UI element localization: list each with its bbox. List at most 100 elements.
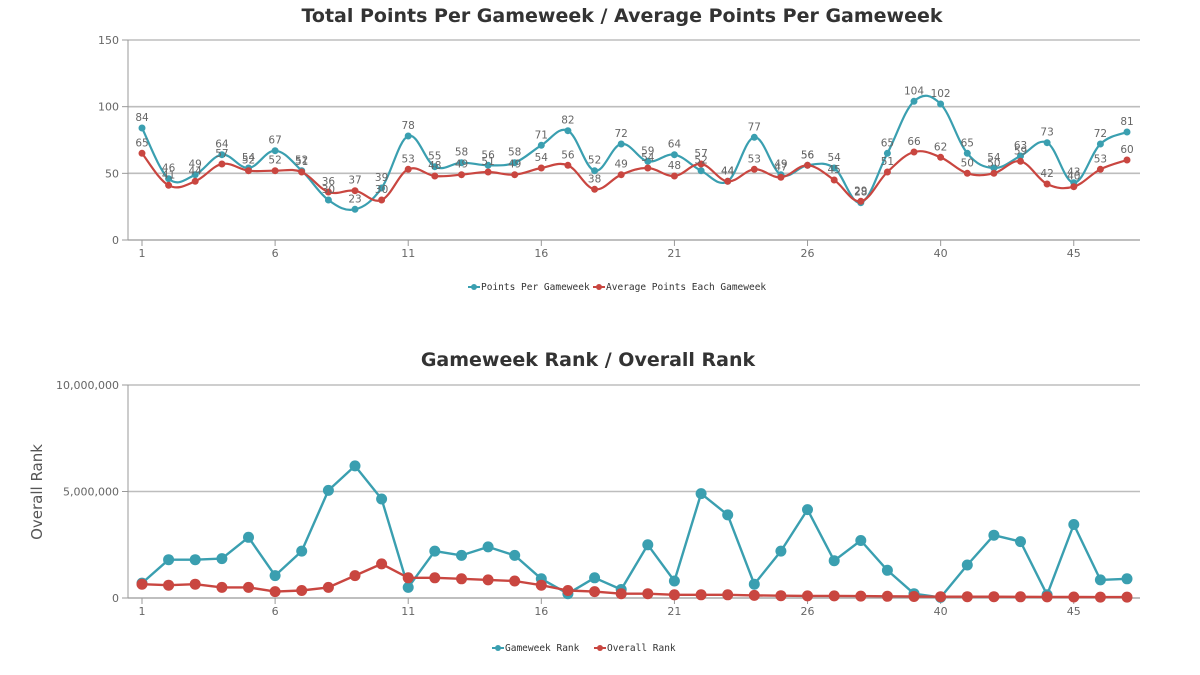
data-point[interactable] [857, 197, 865, 205]
legend-item-gameweek-rank[interactable]: Gameweek Rank [492, 643, 580, 654]
data-point[interactable] [642, 539, 654, 551]
data-point[interactable] [376, 558, 388, 570]
data-point[interactable] [961, 559, 973, 571]
data-point[interactable] [589, 572, 601, 584]
data-point[interactable] [404, 132, 412, 140]
data-point[interactable] [1068, 591, 1080, 603]
data-point[interactable] [883, 168, 891, 176]
data-point[interactable] [591, 185, 599, 193]
data-point[interactable] [589, 586, 601, 598]
data-point[interactable] [1017, 157, 1024, 165]
data-point[interactable] [537, 164, 545, 172]
data-point[interactable] [163, 554, 175, 566]
data-point[interactable] [961, 591, 973, 603]
data-point[interactable] [695, 488, 707, 500]
data-point[interactable] [191, 177, 199, 185]
data-point[interactable] [881, 564, 893, 576]
data-point[interactable] [855, 590, 867, 602]
data-point[interactable] [644, 164, 652, 172]
data-point[interactable] [191, 171, 199, 179]
data-point[interactable] [351, 187, 359, 195]
data-point[interactable] [349, 460, 361, 472]
data-point[interactable] [404, 165, 412, 173]
data-point[interactable] [138, 149, 146, 157]
data-point[interactable] [988, 529, 1000, 541]
data-point[interactable] [245, 167, 252, 175]
data-point[interactable] [456, 573, 467, 585]
data-point[interactable] [591, 167, 599, 175]
data-point[interactable] [935, 591, 947, 603]
legend-item-overall-rank[interactable]: Overall Rank [594, 643, 676, 654]
data-point[interactable] [937, 100, 945, 108]
data-point[interactable] [883, 149, 891, 157]
data-point[interactable] [748, 589, 760, 601]
data-point[interactable] [271, 167, 279, 175]
data-point[interactable] [165, 175, 173, 183]
data-point[interactable] [668, 575, 680, 587]
data-point[interactable] [1123, 156, 1131, 164]
legend-item-average-points[interactable]: Average Points Each Gameweek [593, 282, 766, 293]
data-point[interactable] [564, 127, 572, 135]
data-point[interactable] [668, 589, 680, 601]
data-point[interactable] [163, 579, 175, 591]
data-point[interactable] [482, 574, 494, 586]
data-point[interactable] [1043, 139, 1051, 147]
data-point[interactable] [695, 589, 707, 601]
data-point[interactable] [562, 585, 574, 596]
data-point[interactable] [322, 484, 334, 496]
data-point[interactable] [378, 196, 386, 204]
data-point[interactable] [910, 97, 918, 105]
data-point[interactable] [402, 581, 414, 593]
data-point[interactable] [458, 171, 465, 179]
data-point[interactable] [1017, 152, 1024, 160]
data-point[interactable] [908, 591, 920, 602]
data-point[interactable] [1015, 536, 1026, 548]
data-point[interactable] [351, 205, 359, 213]
data-point[interactable] [484, 168, 492, 176]
data-point[interactable] [1015, 591, 1026, 603]
data-point[interactable] [269, 570, 281, 582]
data-point[interactable] [617, 171, 625, 179]
data-point[interactable] [431, 172, 439, 180]
data-point[interactable] [828, 555, 840, 567]
data-point[interactable] [243, 581, 254, 593]
data-point[interactable] [1041, 591, 1053, 603]
data-point[interactable] [830, 164, 838, 172]
data-point[interactable] [617, 140, 625, 148]
data-point[interactable] [378, 184, 386, 192]
data-point[interactable] [724, 177, 732, 185]
data-point[interactable] [511, 171, 519, 179]
data-point[interactable] [509, 575, 521, 587]
data-point[interactable] [750, 133, 758, 141]
data-point[interactable] [722, 589, 734, 601]
data-point[interactable] [349, 570, 361, 582]
data-point[interactable] [1121, 573, 1133, 585]
data-point[interactable] [431, 163, 439, 171]
data-point[interactable] [722, 509, 734, 521]
data-point[interactable] [1070, 183, 1078, 191]
data-point[interactable] [429, 572, 441, 584]
data-point[interactable] [243, 531, 254, 543]
data-point[interactable] [615, 588, 627, 600]
data-point[interactable] [1043, 180, 1051, 188]
data-point[interactable] [828, 590, 840, 602]
data-point[interactable] [804, 161, 811, 169]
legend-item-points-per-gameweek[interactable]: Points Per Gameweek [468, 282, 590, 293]
data-point[interactable] [802, 504, 813, 516]
data-point[interactable] [855, 535, 867, 546]
data-point[interactable] [777, 173, 785, 181]
data-point[interactable] [644, 157, 652, 165]
data-point[interactable] [697, 160, 705, 168]
data-point[interactable] [881, 590, 893, 602]
data-point[interactable] [218, 151, 226, 159]
data-point[interactable] [1094, 591, 1106, 603]
data-point[interactable] [324, 196, 332, 204]
data-point[interactable] [564, 161, 572, 169]
data-point[interactable] [1121, 591, 1133, 603]
data-point[interactable] [642, 588, 654, 600]
data-point[interactable] [484, 161, 492, 169]
data-point[interactable] [296, 585, 308, 596]
data-point[interactable] [802, 590, 813, 602]
data-point[interactable] [509, 549, 521, 561]
data-point[interactable] [937, 153, 945, 161]
